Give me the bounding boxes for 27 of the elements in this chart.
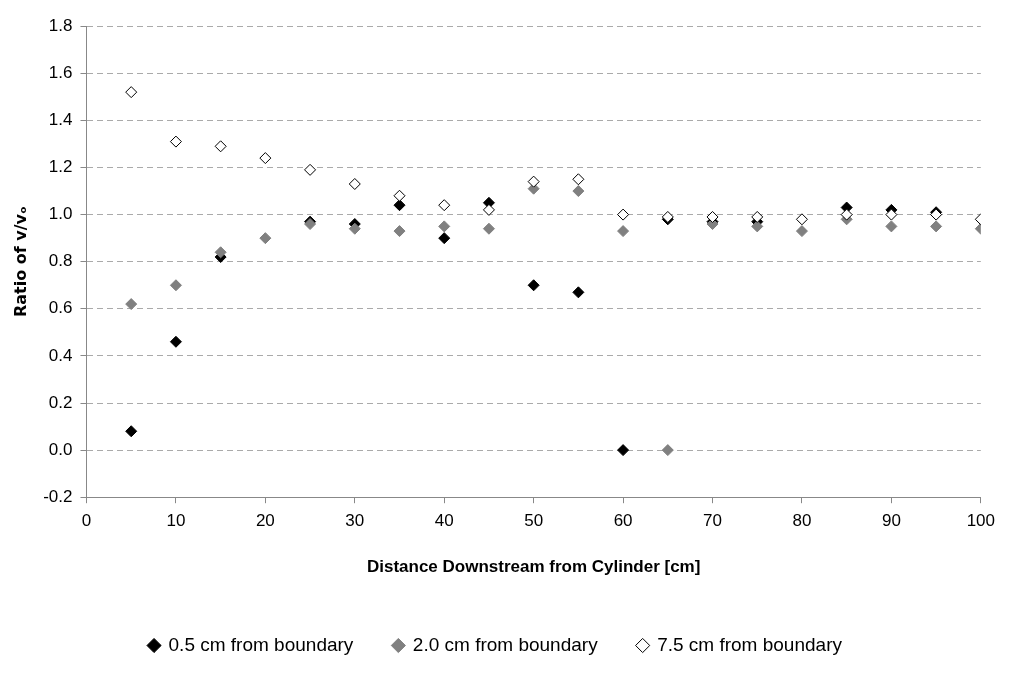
x-tick-label: 30 (345, 511, 365, 531)
y-tick-label: 1.6 (48, 62, 73, 82)
legend-label: 7.5 cm from boundary (657, 633, 843, 655)
x-tick-label: 90 (881, 511, 901, 531)
y-tick-label: 0.4 (48, 345, 73, 365)
x-tick-label: 60 (613, 511, 633, 531)
y-tick-label: 1.0 (48, 204, 73, 224)
legend-label: 0.5 cm from boundary (168, 633, 354, 655)
legend-label: 2.0 cm from boundary (412, 633, 599, 655)
x-tick-label: 50 (524, 511, 544, 531)
x-tick-label: 10 (166, 511, 186, 531)
x-tick-label: 20 (255, 511, 275, 531)
x-tick-label: 100 (966, 511, 996, 531)
y-tick-label: 0.8 (48, 251, 73, 271)
x-tick-label: 0 (81, 511, 92, 531)
y-axis-title: Ratio of v/vₒ (10, 206, 30, 318)
y-tick-label: 0.6 (48, 298, 73, 318)
y-tick-label: 0.0 (48, 439, 73, 459)
y-tick-label: -0.2 (43, 486, 73, 506)
x-axis-title: Distance Downstream from Cylinder [cm] (366, 557, 701, 577)
x-tick-label: 40 (434, 511, 454, 531)
y-tick-label: 0.2 (48, 392, 73, 412)
y-tick-label: 1.4 (48, 110, 73, 130)
x-tick-label: 80 (792, 511, 812, 531)
x-tick-label: 70 (703, 511, 722, 531)
y-tick-label: 1.8 (48, 15, 73, 35)
y-tick-label: 1.2 (48, 157, 73, 177)
